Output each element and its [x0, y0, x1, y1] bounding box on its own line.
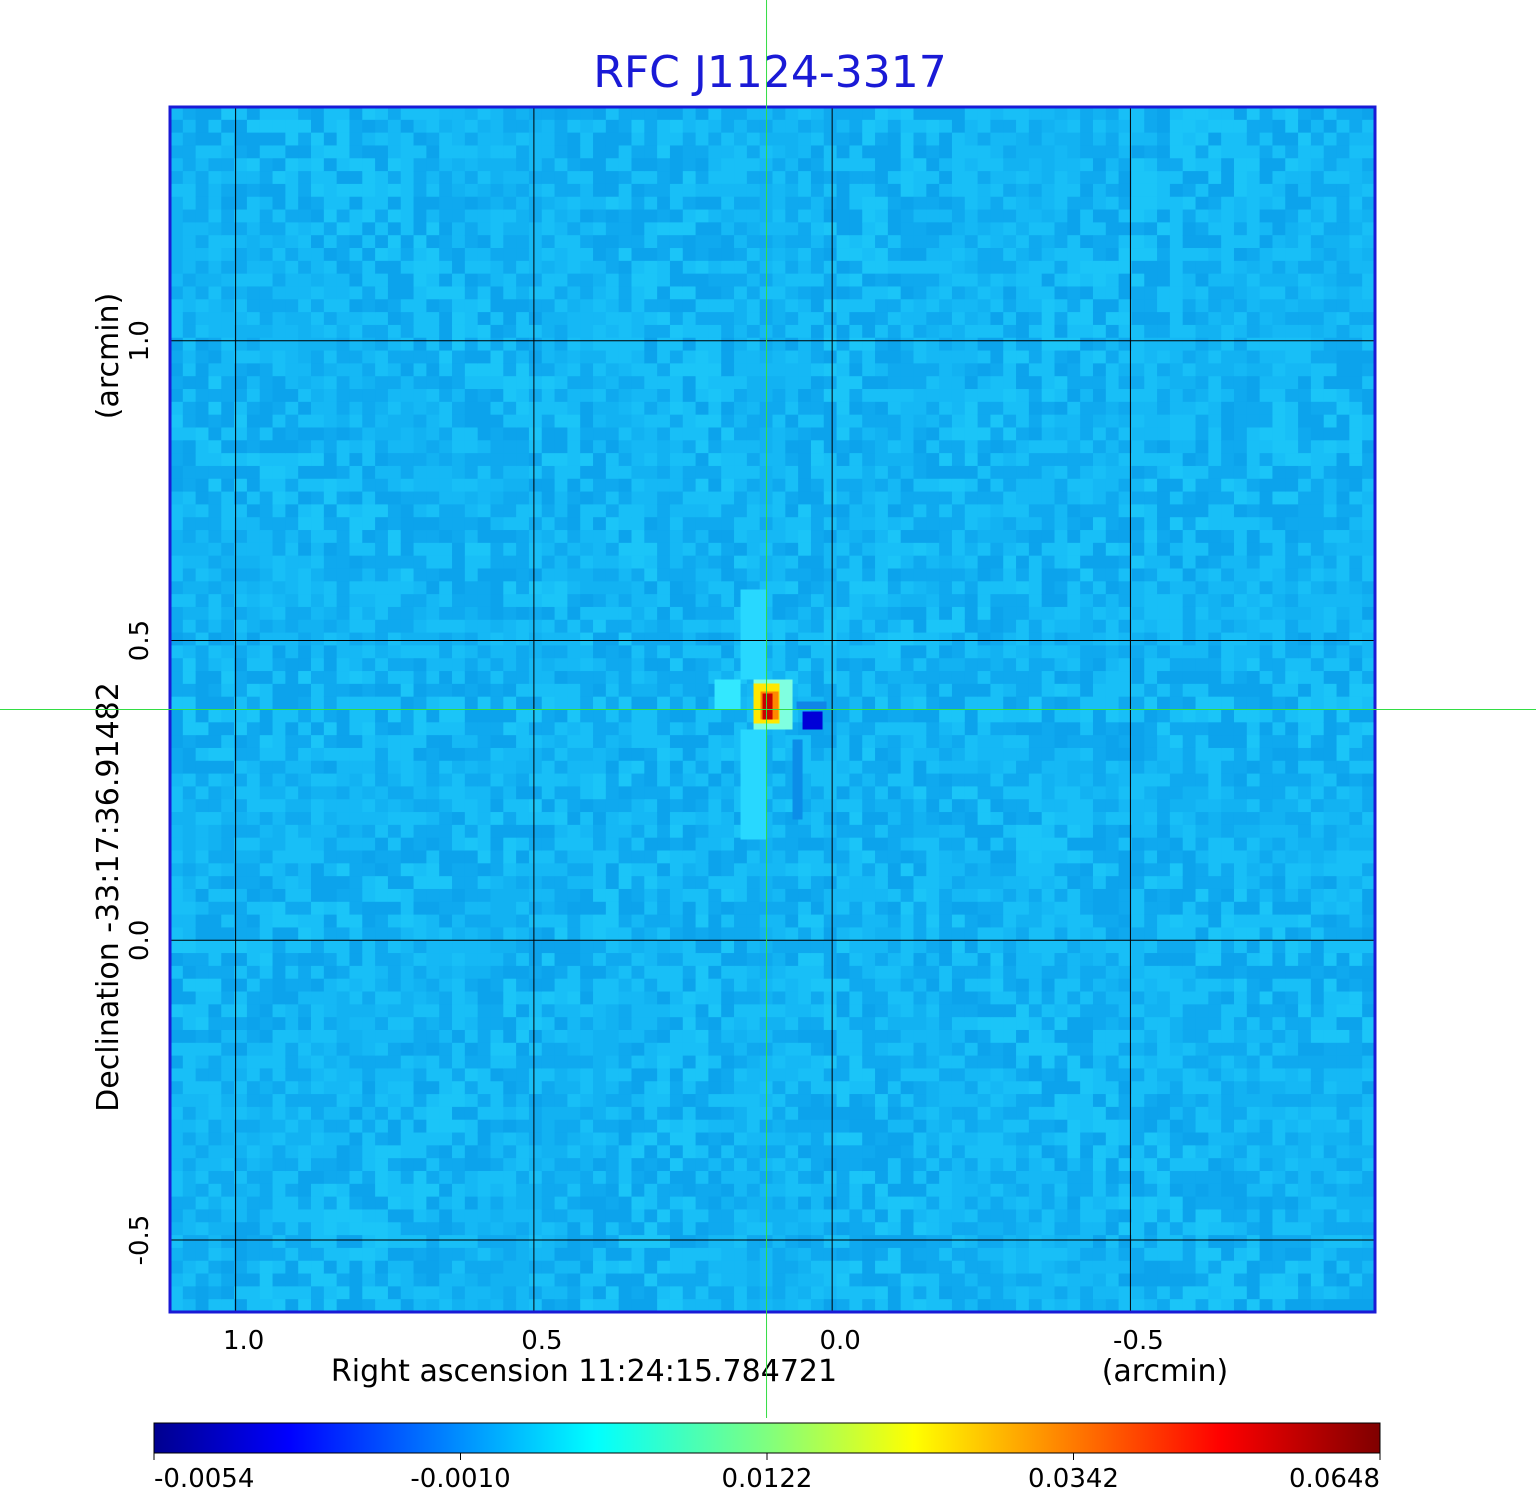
colorbar [153, 1422, 1381, 1454]
source-emission [714, 679, 741, 710]
y-axis-unit: (arcmin) [91, 293, 126, 420]
x-axis-ticks: 1.0 0.5 0.0 -0.5 [223, 1326, 1164, 1356]
crosshair [0, 0, 1536, 1418]
y-axis-label: Declination -33:17:36.91482 [91, 682, 126, 1112]
x-axis-label: Right ascension 11:24:15.784721 [331, 1354, 837, 1389]
colorbar-tick-label: 0.0122 [722, 1464, 813, 1494]
colorbar-tick-label: -0.0054 [154, 1464, 254, 1494]
source-peak [762, 693, 773, 720]
colorbar-tick-label: 0.0342 [1028, 1464, 1119, 1494]
y-tick-label: 0.5 [125, 620, 155, 661]
x-axis-unit: (arcmin) [1102, 1354, 1229, 1389]
x-tick-label: 1.0 [223, 1326, 264, 1356]
y-tick-label: 0.0 [125, 920, 155, 961]
colorbar-tick-label: -0.0010 [410, 1464, 510, 1494]
source-emission [796, 701, 827, 710]
colorbar-ticks: -0.0054 -0.0010 0.0122 0.0342 0.0648 [153, 1453, 1381, 1494]
colorbar-tick-label: 0.0648 [1289, 1464, 1380, 1494]
source-emission [740, 589, 767, 680]
y-tick-label: -0.5 [125, 1215, 155, 1266]
source-emission [740, 729, 767, 840]
x-tick-label: 0.5 [521, 1326, 562, 1356]
x-tick-label: 0.0 [819, 1326, 860, 1356]
negative-sidelobe [802, 711, 823, 730]
y-axis-ticks: 1.0 0.5 0.0 -0.5 [125, 320, 155, 1265]
chart-title: RFC J1124-3317 [593, 47, 946, 98]
x-tick-label: -0.5 [1113, 1326, 1164, 1356]
source-emission [792, 739, 803, 820]
y-tick-label: 1.0 [125, 320, 155, 361]
